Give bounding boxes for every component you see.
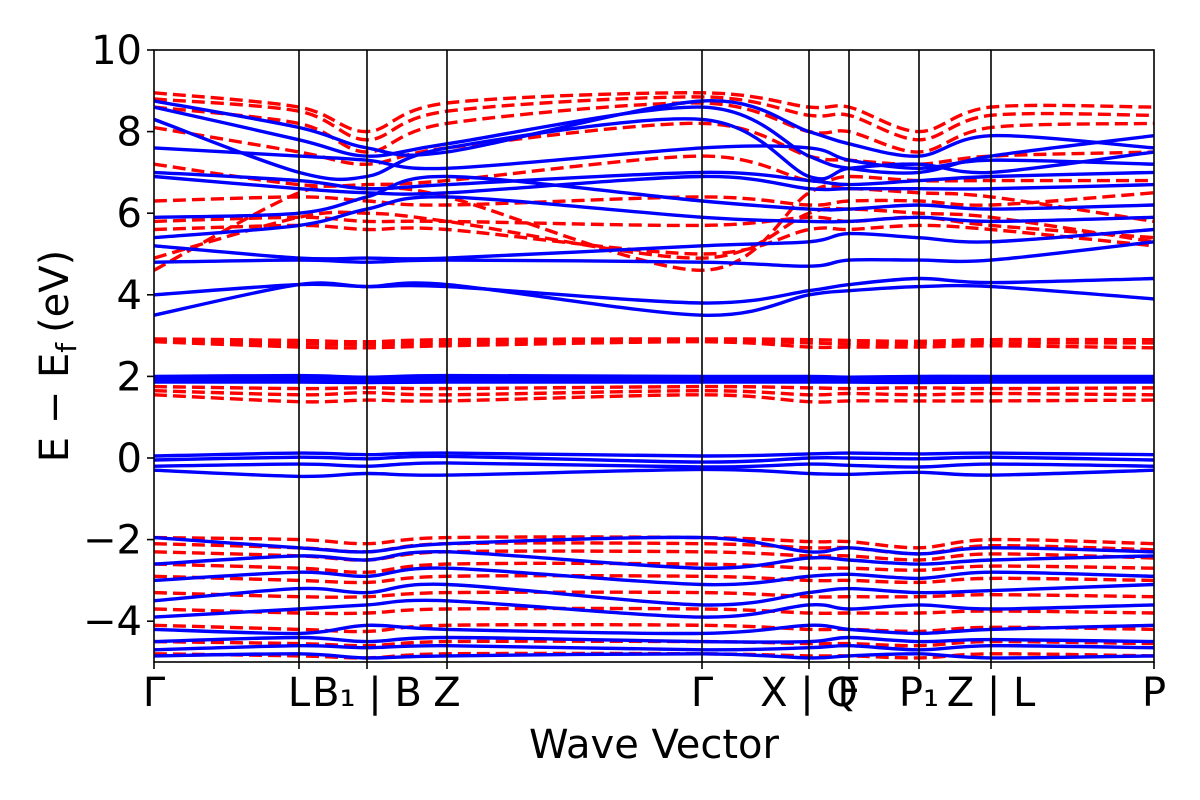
y-tick-label-3: 2: [117, 354, 142, 400]
blue-solid-band-19: [154, 467, 1154, 479]
blue-solid-band-16: [154, 451, 1154, 458]
red-dashed-band-12: [154, 339, 1154, 350]
x-tick-label-3: Z: [433, 670, 460, 716]
red-dashed-band-0: [154, 91, 1154, 134]
y-tick-label-0: −4: [83, 599, 142, 645]
blue-solid-band-21: [154, 549, 1154, 570]
blue-solid-band-20: [154, 535, 1154, 556]
red-dashed-band-13: [154, 384, 1154, 391]
blue-solid-band-0: [154, 99, 1154, 158]
y-tick-label-4: 4: [117, 273, 142, 319]
y-tick-label-1: −2: [83, 518, 142, 564]
red-dashed-band-10: [154, 337, 1154, 344]
y-tick-label-5: 6: [117, 191, 142, 237]
plot-frame: [153, 49, 1155, 663]
x-tick-label-0: Γ: [143, 670, 166, 716]
x-tick-label-9: P: [1142, 670, 1166, 716]
x-tick-label-7: P₁: [899, 670, 939, 716]
x-tick-label-6: F: [837, 670, 860, 716]
x-tick-label-8: Z | L: [947, 670, 1036, 716]
red-dashed-band-8: [154, 206, 1154, 260]
blue-solid-band-13: [154, 375, 1154, 381]
y-axis-title-main: E − E: [32, 353, 78, 463]
y-ticks: −4 −2 0 2 4 6 8 10: [83, 28, 154, 645]
red-dashed-band-5: [154, 191, 1154, 207]
y-axis-title-unit: (eV): [32, 250, 78, 333]
y-axis-title: E − Ef (eV): [32, 250, 83, 463]
y-tick-label-2: 0: [117, 436, 142, 482]
x-tick-label-1: L: [288, 670, 311, 716]
y-tick-label-7: 10: [91, 28, 142, 74]
x-tick-label-2: B₁ | B: [312, 670, 422, 716]
blue-solid-band-3: [154, 144, 1154, 171]
x-tick-label-5: X | Q: [760, 670, 858, 716]
blue-solid-band-11: [154, 281, 1154, 317]
red-dashed-band-1: [154, 95, 1154, 142]
blue-solid-band-25: [154, 623, 1154, 636]
blue-solid-band-1: [154, 105, 1154, 175]
red-dashed-band-15: [154, 393, 1154, 404]
red-dashed-band-19: [154, 561, 1154, 574]
blue-solid-band-18: [154, 461, 1154, 469]
red-dashed-band-11: [154, 338, 1154, 347]
blue-solid-band-17: [154, 454, 1154, 464]
high-symmetry-lines: [298, 50, 992, 662]
blue-solid-band-27: [154, 643, 1154, 652]
blue-solid-band-6: [154, 174, 1154, 219]
red-dashed-band-14: [154, 388, 1154, 397]
blue-solid-band-24: [154, 598, 1154, 619]
red-dashed-band-20: [154, 573, 1154, 585]
bands-group: [154, 91, 1154, 660]
blue-solid-band-10: [154, 276, 1154, 305]
blue-solid-band-23: [154, 582, 1154, 607]
blue-solid-band-4: [154, 170, 1154, 191]
red-dashed-band-22: [154, 606, 1154, 616]
x-axis-title: Wave Vector: [529, 722, 780, 768]
red-dashed-band-21: [154, 590, 1154, 599]
blue-solid-band-8: [154, 227, 1154, 261]
red-dashed-band-7: [154, 223, 1154, 256]
blue-solid-band-22: [154, 566, 1154, 587]
blue-solid-band-26: [154, 635, 1154, 644]
blue-solid-band-7: [154, 195, 1154, 240]
y-tick-label-6: 8: [117, 110, 142, 156]
blue-solid-band-28: [154, 652, 1154, 660]
x-tick-label-4: Γ: [691, 670, 714, 716]
blue-solid-band-2: [154, 117, 1154, 182]
blue-solid-band-5: [154, 174, 1154, 196]
blue-solid-band-9: [154, 240, 1154, 268]
y-axis-title-subscript: f: [50, 342, 83, 353]
